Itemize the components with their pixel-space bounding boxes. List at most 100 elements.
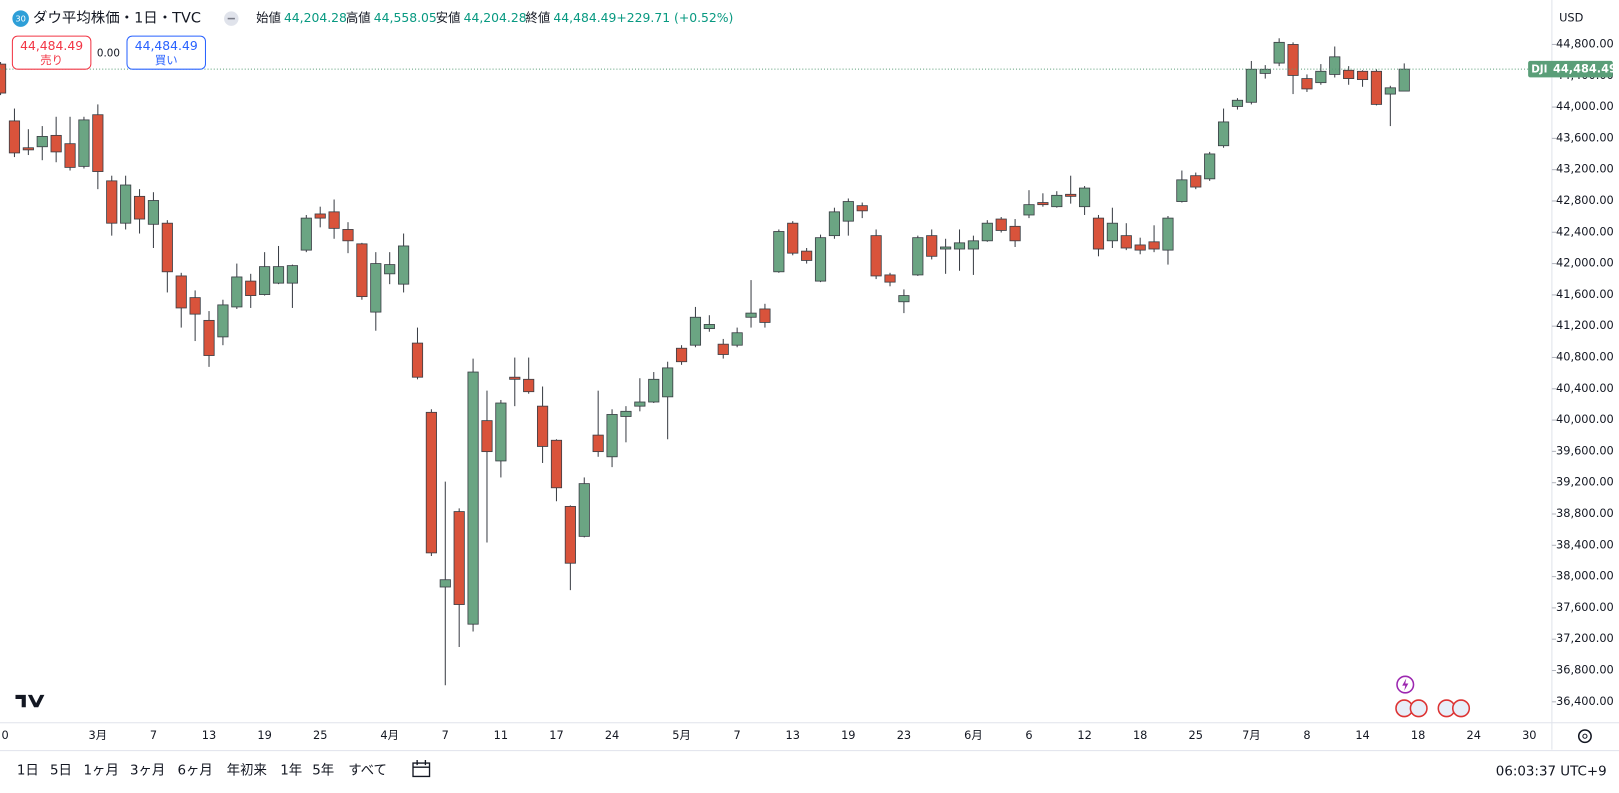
candle-body [1037, 202, 1049, 206]
open-value: 44,204.28 [284, 10, 347, 25]
candle-body [1009, 225, 1021, 242]
candle-body [1190, 175, 1202, 188]
candle-body [398, 245, 410, 285]
candle-body [1245, 68, 1257, 103]
candle-body [828, 211, 841, 237]
candle-body [634, 401, 646, 407]
last-price-name: DJI [1531, 64, 1547, 76]
range-button[interactable]: 5年 [312, 762, 334, 778]
y-tick-label: 44,800.00 [1556, 36, 1614, 50]
event-icon[interactable] [1409, 699, 1428, 718]
x-tick-label: 4月 [380, 728, 399, 742]
candle-body [439, 579, 451, 588]
y-tick-label: 41,200.00 [1556, 318, 1614, 332]
last-price-label: 44,484.49 [1553, 62, 1617, 76]
candle-body [1079, 187, 1091, 208]
date-range-icon[interactable] [412, 759, 431, 778]
candle-body [550, 439, 563, 489]
candle-body [606, 414, 618, 458]
buy-button[interactable] [126, 35, 206, 70]
change-value: +229.71 (+0.52%) [616, 10, 733, 25]
candle-body [328, 211, 340, 229]
candle-body [92, 114, 104, 172]
settings-button[interactable] [1577, 729, 1592, 744]
candle-body [620, 410, 632, 417]
candle-body [425, 411, 437, 554]
candle-body [1106, 222, 1118, 242]
y-tick-label: 40,800.00 [1556, 349, 1614, 363]
x-tick-label: 19 [257, 728, 271, 742]
y-tick-label: 37,600.00 [1556, 600, 1614, 614]
x-tick-label: 24 [1467, 728, 1481, 742]
candle-body [147, 200, 160, 225]
x-tick-label: 6 [1025, 728, 1032, 742]
candle-body [1273, 41, 1285, 64]
candle-body [300, 217, 312, 251]
candle-body [203, 319, 215, 356]
currency[interactable]: USD [1559, 11, 1584, 25]
candle-body [1120, 235, 1132, 249]
range-button[interactable]: 1年 [280, 762, 302, 778]
range-button[interactable]: 5日 [50, 763, 72, 778]
y-tick-label: 37,200.00 [1556, 631, 1614, 645]
spread: 0.00 [97, 48, 120, 60]
y-tick-label: 44,000.00 [1556, 99, 1614, 113]
candle-body [856, 205, 868, 212]
range-button[interactable]: 1ヶ月 [84, 763, 119, 778]
range-button[interactable]: 年初来 [227, 762, 267, 778]
event-icon[interactable] [1451, 699, 1471, 718]
symbol-title[interactable]: ダウ平均株価・1日・TVC [33, 10, 201, 27]
clock: 06:03:37 UTC+9 [1496, 764, 1607, 779]
x-tick-label: 11 [494, 728, 508, 742]
buy-price: 44,484.49 [135, 38, 198, 53]
candle-body [189, 297, 201, 315]
y-tick-label: 38,800.00 [1556, 506, 1614, 520]
candle-body [1051, 194, 1063, 208]
sell-button[interactable] [11, 35, 92, 70]
candle-body [231, 276, 243, 308]
low-label: 安値 [436, 10, 461, 25]
range-button[interactable]: すべて [348, 762, 387, 778]
y-tick-label: 42,800.00 [1556, 193, 1614, 207]
x-tick-label: 18 [1133, 728, 1147, 742]
y-tick-label: 42,000.00 [1556, 256, 1614, 270]
y-tick-label: 36,800.00 [1556, 663, 1614, 677]
candle-body [759, 308, 771, 323]
event-bolt [1402, 678, 1409, 691]
candle-body [342, 229, 354, 242]
badge-text: 30 [15, 14, 26, 24]
candle-body [1092, 217, 1105, 250]
candle-body [801, 250, 813, 261]
candle-body [1398, 68, 1410, 92]
candle-body [814, 237, 827, 282]
candle-body [467, 371, 479, 625]
high-value: 44,558.05 [374, 10, 437, 25]
x-tick-label: 7 [442, 728, 449, 742]
candle-body [1259, 68, 1271, 74]
y-tick-label: 42,400.00 [1556, 224, 1614, 238]
candle-body [286, 265, 298, 284]
candle-body [940, 246, 952, 250]
candle-body [411, 342, 424, 378]
candle-body [1287, 44, 1299, 76]
candle-body [1176, 179, 1188, 202]
x-tick-label: 23 [897, 728, 911, 742]
buy-label: 買い [155, 53, 178, 67]
y-tick-label: 39,200.00 [1556, 475, 1614, 489]
candle-body [995, 218, 1007, 231]
candle-body [1148, 241, 1160, 250]
candle-body [773, 231, 785, 273]
candle-body [884, 274, 896, 283]
legend-header: 30 ダウ平均株価・1日・TVC 始値 44,204.28 高値 44,558.… [12, 10, 733, 27]
candle-body [1065, 193, 1077, 197]
candle-body [1217, 121, 1230, 147]
candle-body [384, 264, 396, 275]
range-toolbar: 1日 5日 1ヶ月 3ヶ月 6ヶ月 年初来 1年 5年 すべて [17, 762, 387, 778]
close-value: 44,484.49 [553, 10, 616, 25]
x-tick-label: 25 [1189, 728, 1203, 742]
range-button[interactable]: 1日 [17, 763, 39, 778]
range-button[interactable]: 6ヶ月 [177, 763, 212, 778]
candle-body [953, 242, 966, 250]
candle-body [912, 237, 924, 276]
range-button[interactable]: 3ヶ月 [130, 763, 165, 778]
